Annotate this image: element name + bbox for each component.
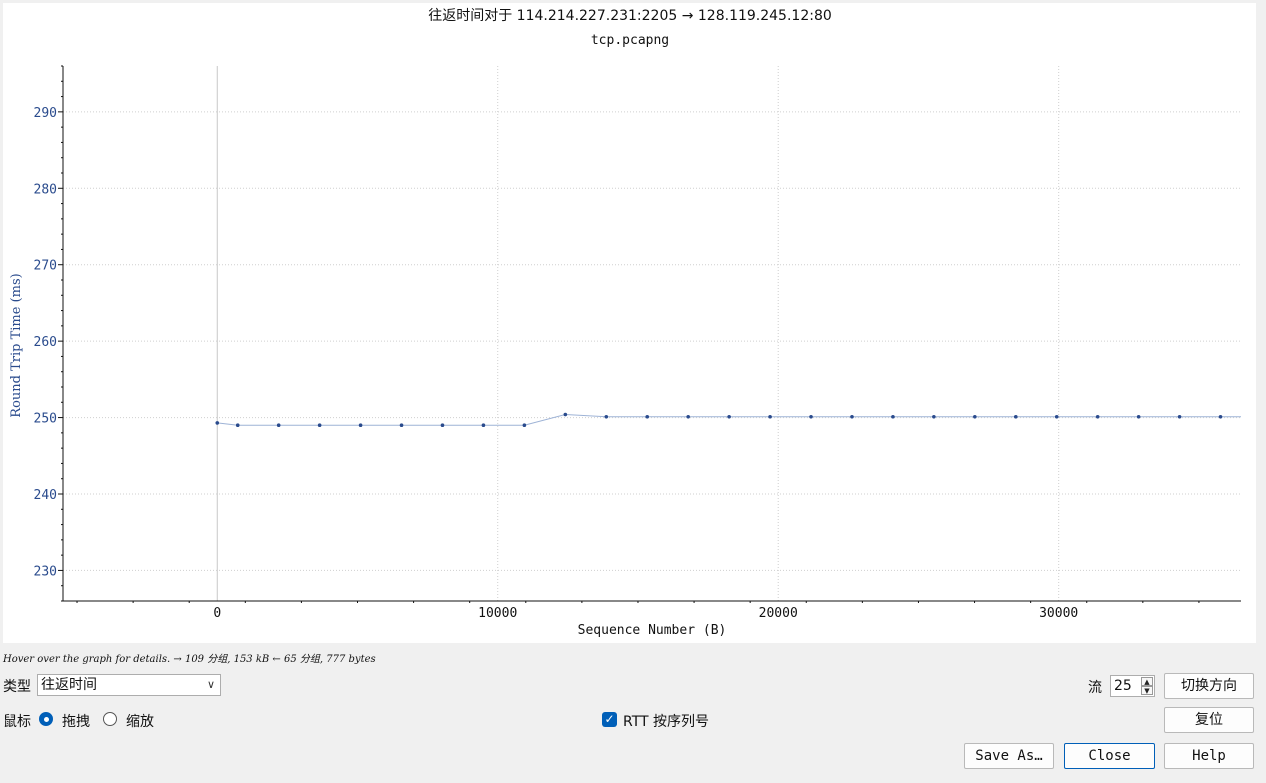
data-point (1013, 415, 1018, 419)
data-point (1177, 415, 1182, 419)
data-point (891, 415, 895, 419)
chart-subtitle: tcp.pcapng (591, 33, 669, 48)
data-point (215, 421, 220, 425)
x-tick-label: 20000 (759, 606, 798, 621)
data-point (235, 423, 240, 428)
spin-down-icon[interactable]: ▼ (1141, 686, 1153, 695)
switch-direction-button[interactable]: 切换方向 (1164, 673, 1254, 699)
x-tick-label: 0 (213, 606, 221, 621)
zoom-label: 缩放 (126, 714, 154, 730)
graph-type-select[interactable]: 往返时间 ∨ (37, 674, 221, 696)
y-tick-label: 260 (34, 335, 57, 350)
stream-spinbox[interactable]: 25 ▲ ▼ (1110, 675, 1155, 697)
x-tick-label: 10000 (478, 606, 517, 621)
close-button[interactable]: Close (1064, 743, 1155, 769)
x-axis-label: Sequence Number (B) (578, 623, 727, 638)
data-point (481, 423, 486, 428)
reset-button[interactable]: 复位 (1164, 707, 1254, 733)
y-tick-label: 270 (34, 259, 57, 274)
graph-type-value: 往返时间 (41, 677, 97, 693)
data-point (850, 415, 854, 419)
y-tick-label: 250 (34, 412, 57, 427)
data-point (1095, 415, 1100, 419)
spin-up-icon[interactable]: ▲ (1141, 677, 1153, 686)
y-tick-label: 230 (34, 564, 57, 579)
data-point (358, 423, 363, 428)
drag-radio[interactable] (39, 712, 53, 726)
rtt-by-seq-checkbox[interactable]: ✓ (602, 712, 617, 727)
stream-label: 流 (1088, 680, 1102, 696)
y-tick-label: 240 (34, 488, 57, 503)
y-axis-label: Round Trip Time (ms) (9, 273, 24, 417)
data-point (973, 415, 977, 419)
data-point (686, 415, 690, 419)
data-point (399, 423, 404, 428)
type-label: 类型 (3, 679, 31, 695)
data-point (563, 412, 568, 417)
graph-panel[interactable]: 往返时间对于 114.214.227.231:2205 → 128.119.24… (3, 3, 1256, 643)
rtt-chart[interactable]: 往返时间对于 114.214.227.231:2205 → 128.119.24… (3, 3, 1256, 643)
chart-title: 往返时间对于 114.214.227.231:2205 → 128.119.24… (428, 8, 832, 24)
data-point (604, 415, 609, 419)
data-point (727, 415, 731, 419)
chevron-down-icon: ∨ (206, 678, 215, 691)
help-button[interactable]: Help (1164, 743, 1254, 769)
data-point (440, 423, 445, 428)
rtt-by-seq-label: RTT 按序列号 (623, 714, 710, 730)
data-point (1218, 415, 1223, 419)
data-point (1054, 415, 1059, 419)
y-tick-label: 290 (34, 106, 57, 121)
data-point (522, 423, 527, 428)
y-tick-label: 280 (34, 182, 57, 197)
data-point (768, 415, 772, 419)
zoom-radio[interactable] (103, 712, 117, 726)
data-point (317, 423, 322, 428)
mouse-label: 鼠标 (3, 714, 31, 730)
status-hint: Hover over the graph for details. → 109 … (3, 654, 376, 665)
data-point (809, 415, 813, 419)
drag-label: 拖拽 (62, 714, 90, 730)
data-point (932, 415, 936, 419)
data-point (276, 423, 281, 428)
x-tick-label: 30000 (1039, 606, 1078, 621)
save-as-button[interactable]: Save As… (964, 743, 1054, 769)
data-point (645, 415, 650, 419)
stream-value: 25 (1114, 678, 1132, 694)
data-point (1136, 415, 1141, 419)
